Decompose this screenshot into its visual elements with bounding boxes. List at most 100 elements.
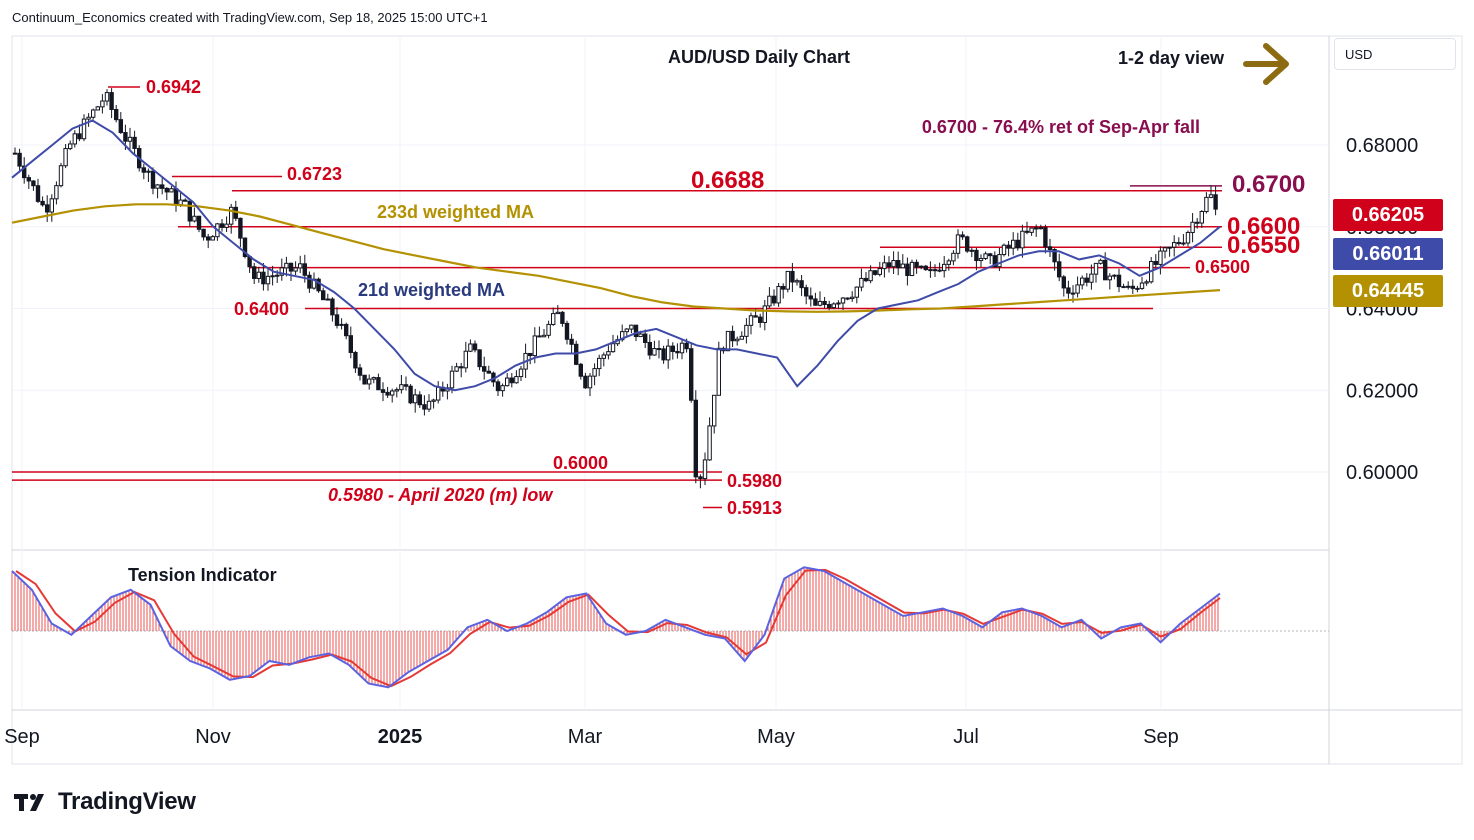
candle bbox=[808, 287, 813, 307]
candle bbox=[31, 180, 36, 191]
candle bbox=[583, 372, 588, 389]
candle bbox=[150, 167, 156, 195]
candle bbox=[334, 307, 340, 329]
candle bbox=[744, 318, 749, 344]
candle bbox=[606, 345, 611, 360]
y-tick-label: 0.62000 bbox=[1346, 380, 1418, 402]
candle bbox=[629, 324, 634, 334]
candle bbox=[900, 254, 905, 269]
candle bbox=[344, 322, 349, 340]
candle bbox=[1167, 246, 1172, 257]
candle bbox=[1181, 234, 1186, 246]
candle bbox=[132, 130, 137, 155]
candle bbox=[321, 287, 326, 301]
currency-selector[interactable]: USD bbox=[1334, 38, 1456, 70]
candle bbox=[104, 89, 110, 106]
candle bbox=[601, 352, 606, 367]
candle bbox=[882, 255, 887, 278]
candle bbox=[923, 264, 928, 271]
candle bbox=[854, 286, 859, 304]
candle bbox=[698, 474, 703, 489]
candle bbox=[413, 388, 418, 413]
level-label-0-6723: 0.6723 bbox=[287, 164, 342, 184]
candle bbox=[1093, 262, 1099, 283]
candle bbox=[702, 452, 708, 486]
candle bbox=[1172, 235, 1177, 257]
candle bbox=[40, 196, 45, 207]
tension-indicator-label: Tension Indicator bbox=[128, 565, 277, 585]
ma233-line bbox=[11, 203, 1221, 313]
candle bbox=[35, 178, 41, 203]
chart-title: AUD/USD Daily Chart bbox=[668, 47, 850, 67]
candle bbox=[422, 395, 427, 416]
tension-histogram bbox=[11, 567, 1219, 688]
candle bbox=[68, 140, 73, 151]
candle bbox=[656, 340, 662, 359]
price-candles bbox=[12, 88, 1218, 489]
candle bbox=[100, 94, 105, 114]
candle bbox=[758, 313, 763, 328]
candle bbox=[822, 296, 827, 309]
candle bbox=[983, 251, 988, 261]
candle bbox=[831, 302, 836, 310]
candle bbox=[946, 258, 951, 271]
candle bbox=[969, 247, 974, 258]
candle bbox=[840, 296, 846, 311]
candle bbox=[919, 265, 924, 270]
candle bbox=[891, 251, 896, 274]
candle bbox=[762, 299, 767, 331]
candle bbox=[1043, 224, 1048, 254]
candle bbox=[951, 250, 956, 266]
candle bbox=[436, 381, 441, 404]
ma233-label: 233d weighted MA bbox=[377, 202, 534, 222]
candle bbox=[937, 262, 942, 273]
tradingview-logo[interactable]: TradingView bbox=[14, 788, 196, 816]
x-axis-ticks: Sep Nov 2025 Mar May Jul Sep bbox=[4, 726, 1179, 748]
candle bbox=[408, 384, 413, 405]
candle bbox=[624, 328, 629, 337]
x-tick-label: Mar bbox=[568, 726, 603, 748]
candle bbox=[932, 264, 938, 278]
candle bbox=[652, 340, 657, 356]
candle bbox=[1029, 227, 1034, 236]
support-resistance-lines bbox=[12, 86, 1222, 509]
level-label-0-6400: 0.6400 bbox=[234, 299, 289, 319]
level-label-0-5980: 0.5980 bbox=[727, 471, 782, 491]
candle bbox=[1024, 221, 1030, 235]
candle bbox=[403, 376, 409, 391]
candle bbox=[850, 291, 855, 302]
candle bbox=[1075, 276, 1080, 298]
level-label-0-6942: 0.6942 bbox=[146, 77, 201, 97]
candle bbox=[1213, 186, 1218, 216]
candle bbox=[739, 331, 744, 340]
candle bbox=[546, 320, 551, 339]
candle bbox=[1199, 210, 1204, 228]
candle bbox=[224, 216, 229, 233]
candle bbox=[482, 356, 487, 380]
candle bbox=[279, 258, 285, 281]
candle bbox=[210, 235, 216, 241]
x-tick-label: Jul bbox=[953, 726, 979, 748]
candle bbox=[1057, 253, 1062, 282]
x-tick-label: 2025 bbox=[378, 726, 423, 748]
candle bbox=[1089, 264, 1094, 290]
candle bbox=[509, 373, 515, 388]
candle bbox=[877, 261, 882, 277]
candle bbox=[445, 383, 450, 400]
retracement-annotation: 0.6700 - 76.4% ret of Sep-Apr fall bbox=[922, 117, 1200, 137]
candle bbox=[974, 248, 979, 271]
candle bbox=[77, 124, 82, 142]
candle bbox=[486, 365, 492, 374]
candle bbox=[1126, 281, 1131, 290]
candle bbox=[675, 343, 680, 359]
candle bbox=[1066, 280, 1071, 299]
candle bbox=[597, 354, 602, 377]
candle bbox=[1139, 276, 1145, 290]
candle bbox=[1144, 279, 1149, 286]
candle bbox=[666, 339, 671, 369]
candle bbox=[201, 228, 206, 241]
candle bbox=[896, 251, 901, 276]
candle bbox=[353, 350, 358, 373]
tension-main-line bbox=[11, 566, 1221, 689]
